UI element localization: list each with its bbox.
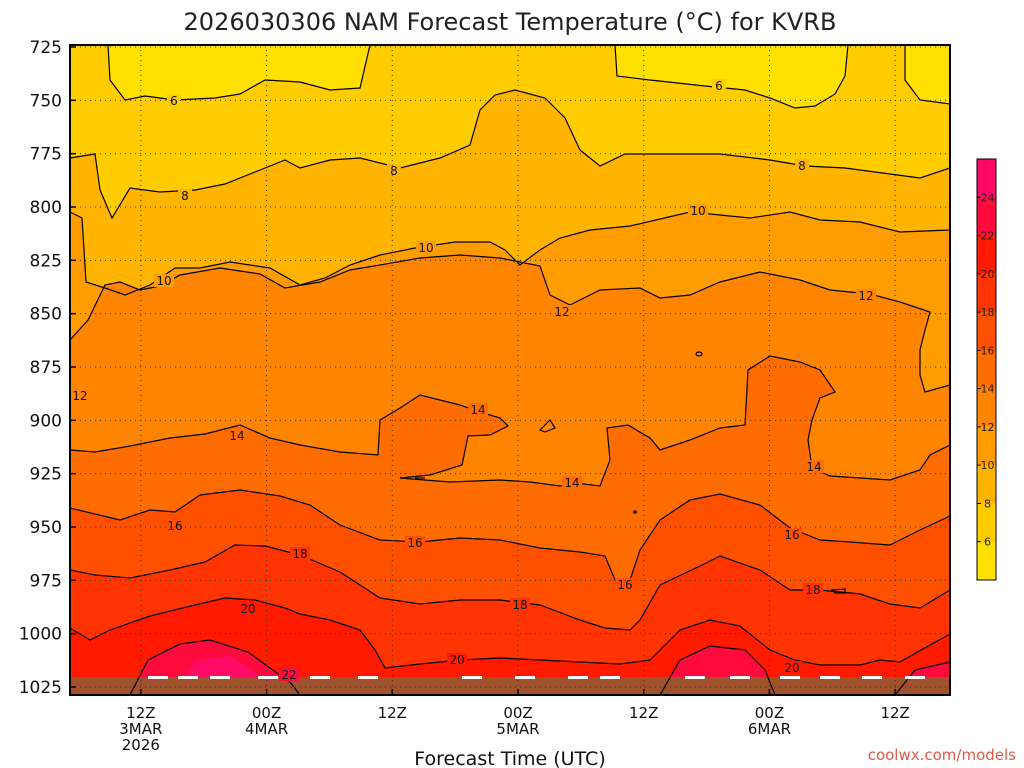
credit-text: coolwx.com/models xyxy=(868,746,1016,764)
contour-label: 14 xyxy=(806,460,821,474)
colorbar-label: 18 xyxy=(981,306,995,319)
colorbar-label: 14 xyxy=(981,383,995,396)
y-tick-label: 800 xyxy=(30,198,62,218)
colorbar-segment xyxy=(977,350,996,389)
x-tick-label: 5MAR xyxy=(496,720,539,738)
colorbar-label: 22 xyxy=(981,230,995,243)
colorbar-label: 6 xyxy=(984,536,991,549)
y-tick-label: 825 xyxy=(30,251,62,271)
plot-frame xyxy=(69,44,951,696)
colorbar-segment xyxy=(977,197,996,236)
y-tick-label: 975 xyxy=(30,571,62,591)
colorbar-label: 24 xyxy=(981,191,995,204)
colorbar-frame xyxy=(976,158,997,581)
y-tick-label: 875 xyxy=(30,358,62,378)
colorbar-segment xyxy=(977,159,996,198)
y-tick-label: 925 xyxy=(30,465,62,485)
contour-label: 20 xyxy=(449,653,464,667)
contour-label: 10 xyxy=(418,241,433,255)
x-tick-label: 4MAR xyxy=(245,720,288,738)
contour-label: 12 xyxy=(72,389,87,403)
colorbar-segment xyxy=(977,465,996,504)
colorbar-segment xyxy=(977,388,996,427)
colorbar-segment xyxy=(977,273,996,313)
x-tick-label: 12Z xyxy=(378,704,407,722)
x-tick-label: 12Z xyxy=(880,704,909,722)
y-tick-label: 1025 xyxy=(19,678,62,698)
contour-labels: 6 6 8 8 8 10 10 10 12 12 12 14 14 14 14 … xyxy=(70,79,876,682)
contour-label: 8 xyxy=(798,159,806,173)
grid-lines xyxy=(70,45,950,695)
contour-label: 12 xyxy=(554,305,569,319)
contour-label: 8 xyxy=(390,164,398,178)
x-axis-label: Forecast Time (UTC) xyxy=(414,748,605,768)
x-tick-label: 6MAR xyxy=(748,720,791,738)
contour-label: 20 xyxy=(240,602,255,616)
contour-label: 18 xyxy=(512,598,527,612)
ground-fill xyxy=(70,677,950,695)
x-tick-label: 00Z xyxy=(503,704,532,722)
contour-label: 14 xyxy=(229,429,244,443)
contour-label: 16 xyxy=(407,536,422,550)
contour-dot xyxy=(633,510,637,514)
temperature-bands xyxy=(70,45,950,695)
x-tick-label: 12Z xyxy=(126,704,155,722)
contour-label: 14 xyxy=(470,403,485,417)
contour-label: 16 xyxy=(167,519,182,533)
y-tick-label: 900 xyxy=(30,411,62,431)
colorbar-label: 16 xyxy=(981,344,995,357)
colorbar-label: 20 xyxy=(981,268,995,281)
contour-label: 10 xyxy=(690,204,705,218)
colorbar: 6 8 10 12 14 16 18 20 22 24 xyxy=(976,158,997,581)
x-tick-label: 12Z xyxy=(629,704,658,722)
contour-label: 14 xyxy=(564,476,579,490)
colorbar-segment xyxy=(977,426,996,466)
x-tick-label: 00Z xyxy=(755,704,784,722)
x-tick-label: 3MAR xyxy=(119,720,162,738)
ground-ticks xyxy=(148,676,925,679)
contour-blip xyxy=(695,351,703,357)
colorbar-label: 10 xyxy=(981,459,995,472)
contour-label: 18 xyxy=(292,547,307,561)
y-tick-label: 725 xyxy=(30,38,62,58)
contour-label: 8 xyxy=(181,189,189,203)
contour-label: 12 xyxy=(858,289,873,303)
contour-label: 22 xyxy=(281,668,296,682)
chart-title: 2026030306 NAM Forecast Temperature (°C)… xyxy=(184,8,837,36)
colorbar-segment xyxy=(977,235,996,274)
colorbar-label: 12 xyxy=(981,421,995,434)
contour-label: 18 xyxy=(805,583,820,597)
x-tick-label: 2026 xyxy=(122,736,160,754)
colorbar-segment xyxy=(977,541,996,580)
contour-label: 10 xyxy=(156,274,171,288)
colorbar-segment xyxy=(977,503,996,542)
contour-label: 6 xyxy=(170,94,178,108)
y-tick-label: 950 xyxy=(30,518,62,538)
contour-label: 16 xyxy=(784,528,799,542)
colorbar-label: 8 xyxy=(984,497,991,510)
y-axis: 725 750 775 800 825 850 875 900 925 950 975 1000 102… xyxy=(19,38,76,698)
y-tick-label: 1000 xyxy=(19,625,62,645)
y-tick-label: 850 xyxy=(30,305,62,325)
contour-label: 16 xyxy=(617,578,632,592)
x-tick-label: 00Z xyxy=(252,704,281,722)
contour-label: 6 xyxy=(715,79,723,93)
y-tick-label: 750 xyxy=(30,91,62,111)
colorbar-segment xyxy=(977,312,996,351)
contour-label: 20 xyxy=(784,661,799,675)
y-tick-label: 775 xyxy=(30,145,62,165)
